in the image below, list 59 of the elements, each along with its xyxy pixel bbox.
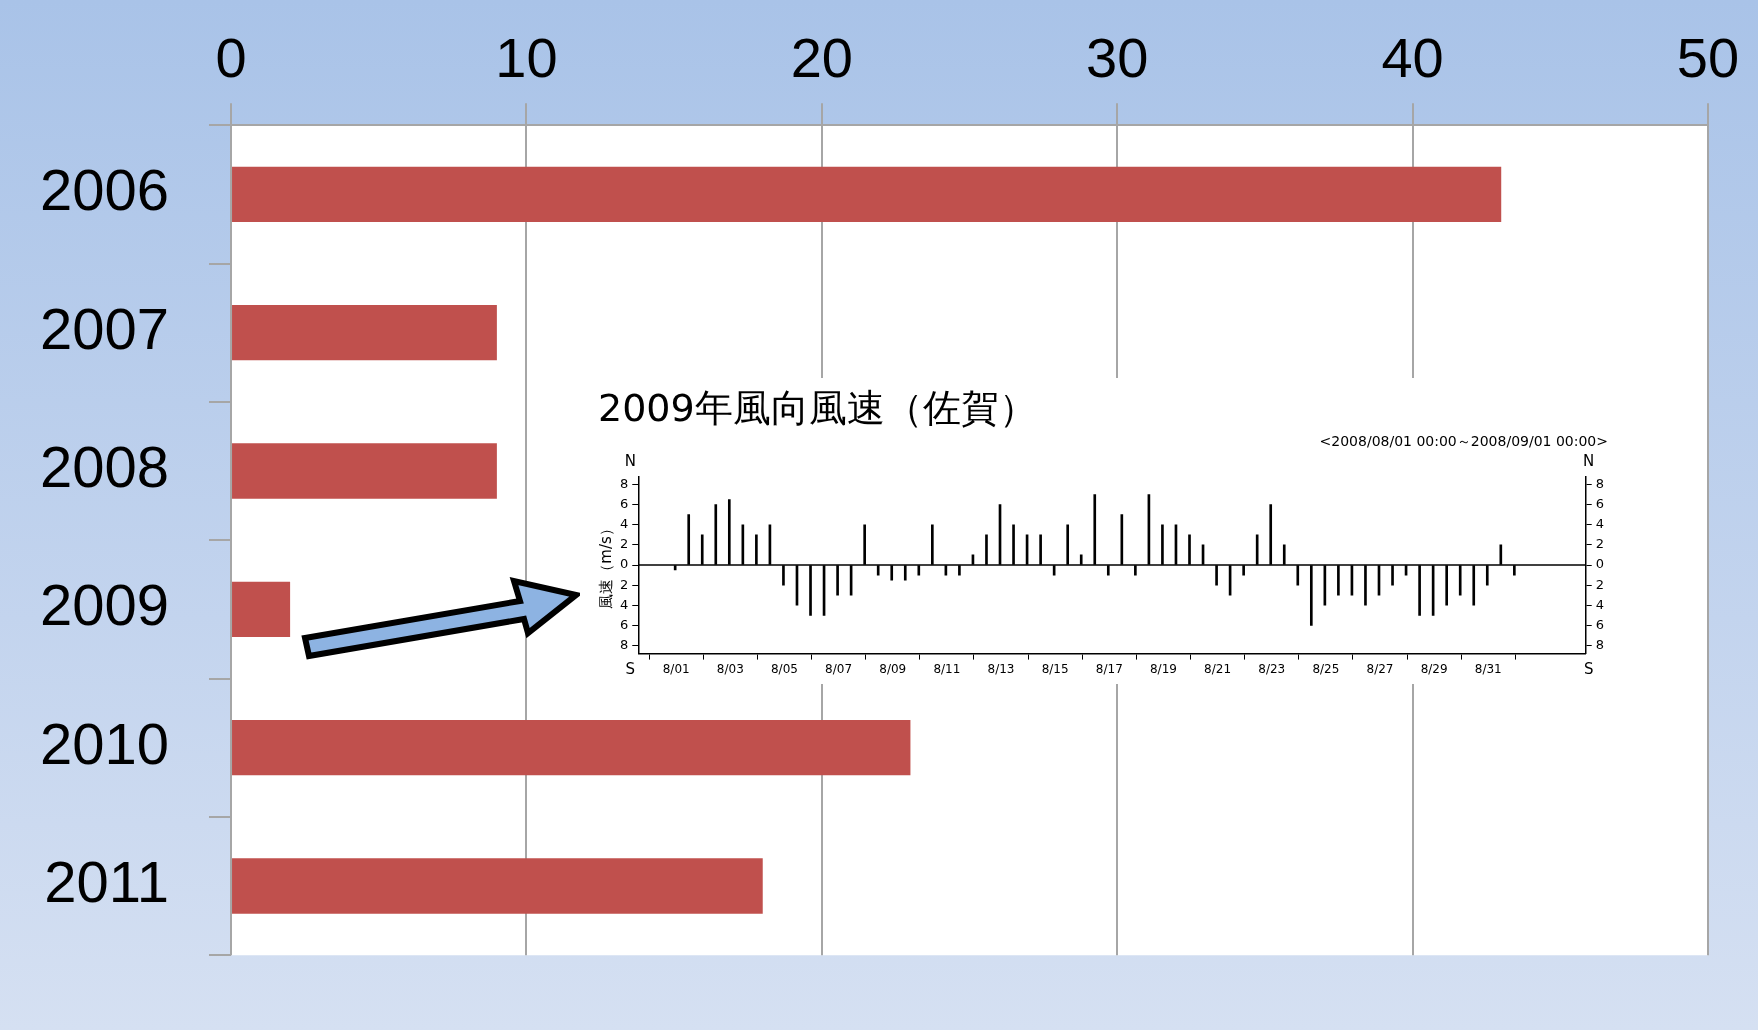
bar	[232, 166, 1502, 223]
y2-tick-label: 6	[1595, 616, 1605, 632]
bar	[232, 581, 291, 638]
bar	[232, 443, 497, 499]
y-tick-label: 2008	[40, 434, 170, 500]
chart-title: 2009年風向風速（佐賀）	[598, 385, 1037, 430]
y-tick-label: 8	[619, 475, 629, 491]
x-tick-label: 8/21	[1204, 661, 1232, 676]
annotation: S	[1583, 659, 1594, 678]
x-tick-label: 8/25	[1312, 661, 1340, 676]
x-tick-label: 0	[215, 26, 247, 90]
y-tick-label: 2010	[40, 710, 170, 776]
y-tick-label: 2006	[40, 157, 170, 223]
x-tick-label: 8/05	[770, 661, 798, 676]
x-tick-label: 8/31	[1474, 661, 1502, 676]
y-tick-label: 2	[619, 536, 629, 552]
x-tick-label: 8/07	[825, 661, 853, 676]
x-tick-label: 8/23	[1258, 661, 1286, 676]
y-tick-label: 6	[619, 616, 629, 632]
y-tick-label: 6	[619, 495, 629, 511]
y-tick-label: 4	[619, 596, 629, 612]
y-tick-label: 8	[619, 636, 629, 652]
x-tick-label: 8/27	[1366, 661, 1394, 676]
x-tick-label: 8/03	[716, 661, 744, 676]
annotation: N	[624, 452, 636, 471]
y2-tick-label: 6	[1595, 495, 1605, 511]
x-tick-label: 10	[495, 26, 558, 90]
x-tick-label: 40	[1381, 26, 1444, 90]
x-tick-label: 8/01	[662, 661, 690, 676]
bar	[232, 720, 911, 776]
chart-subtitle: <2008/08/01 00:00～2008/09/01 00:00>	[1319, 432, 1608, 449]
y-tick-label: 2	[619, 576, 629, 592]
y2-tick-label: 8	[1595, 475, 1605, 491]
y2-tick-label: 4	[1595, 516, 1605, 532]
y-axis-title: 風速（m/s）	[596, 521, 615, 609]
y-tick-label: 4	[619, 516, 629, 532]
x-tick-label: 8/13	[987, 661, 1015, 676]
annotation: S	[625, 659, 636, 678]
x-tick-label: 8/29	[1420, 661, 1448, 676]
annotation: N	[1583, 452, 1595, 471]
y-tick-label: 2009	[40, 572, 170, 638]
x-tick-label: 8/15	[1041, 661, 1069, 676]
bar	[232, 305, 497, 361]
y-tick-label: 0	[619, 556, 629, 572]
x-tick-label: 8/19	[1149, 661, 1177, 676]
x-tick-label: 8/17	[1095, 661, 1123, 676]
y2-tick-label: 2	[1595, 536, 1605, 552]
y2-tick-label: 2	[1595, 576, 1605, 592]
y2-tick-label: 4	[1595, 596, 1605, 612]
y2-tick-label: 8	[1595, 636, 1605, 652]
x-tick-label: 8/09	[879, 661, 907, 676]
x-tick-label: 50	[1676, 26, 1740, 90]
y-tick-label: 2007	[40, 295, 170, 361]
x-tick-label: 8/11	[933, 661, 961, 676]
y-tick-label: 2011	[44, 849, 170, 915]
x-tick-label: 20	[790, 26, 853, 90]
x-tick-label: 30	[1086, 26, 1149, 90]
bar	[232, 858, 763, 914]
y2-tick-label: 0	[1595, 556, 1605, 572]
